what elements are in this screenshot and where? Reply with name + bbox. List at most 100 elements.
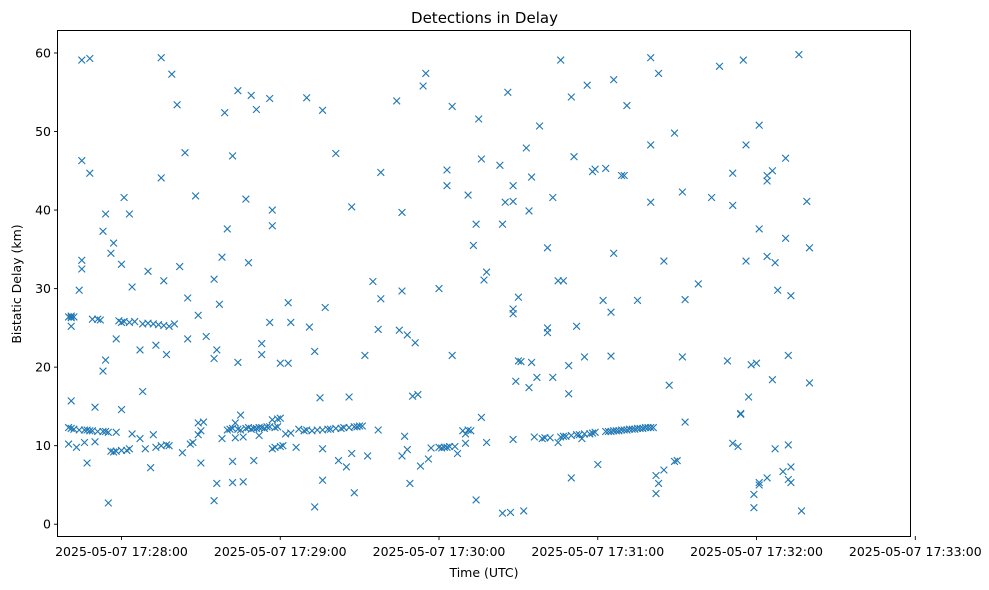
data-point-21 (86, 54, 94, 63)
data-point-344 (670, 457, 679, 466)
data-point-152 (273, 423, 282, 431)
data-point-311 (609, 75, 618, 84)
data-point-258 (514, 293, 523, 301)
data-point-387 (787, 291, 795, 300)
data-point-224 (443, 181, 451, 190)
data-point-339 (654, 479, 663, 488)
data-point-97 (197, 427, 205, 435)
axis-ticks: 2025-05-07 17:28:00 2025-05-07 17:29:00 20… (35, 45, 982, 559)
data-point-312 (609, 249, 618, 258)
data-point-151 (273, 415, 282, 423)
data-point-76 (160, 277, 168, 285)
data-point-373 (763, 177, 771, 185)
data-point-227 (448, 102, 456, 111)
data-point-106 (218, 253, 226, 261)
data-point-336 (652, 471, 660, 480)
data-point-7 (67, 424, 75, 433)
data-point-165 (302, 94, 311, 102)
data-point-218 (427, 444, 435, 452)
data-point-104 (213, 479, 221, 488)
data-point-23 (86, 427, 94, 435)
data-point-156 (279, 441, 287, 450)
data-point-236 (467, 427, 475, 435)
data-point-383 (781, 234, 790, 243)
data-point-229 (451, 442, 459, 451)
data-point-272 (543, 244, 552, 252)
data-point-347 (678, 353, 687, 361)
data-point-13 (78, 56, 86, 64)
data-point-142 (265, 94, 274, 103)
data-point-286 (564, 390, 573, 398)
data-point-261 (519, 507, 528, 515)
data-point-117 (231, 434, 240, 442)
data-point-207 (400, 432, 409, 441)
data-point-116 (231, 419, 240, 427)
data-point-78 (162, 350, 171, 359)
y-tick-label-4: 40 (35, 203, 51, 218)
data-point-197 (369, 277, 377, 286)
data-point-61 (136, 434, 144, 443)
data-point-19 (83, 459, 91, 467)
data-point-212 (411, 339, 419, 347)
data-point-31 (99, 227, 107, 236)
data-point-287 (567, 93, 576, 101)
data-point-378 (771, 258, 779, 267)
data-point-249 (501, 198, 509, 206)
data-point-154 (276, 442, 285, 451)
data-point-295 (580, 353, 589, 361)
data-point-101 (210, 354, 218, 363)
data-point-200 (377, 295, 385, 303)
y-tick-label-6: 60 (35, 45, 51, 60)
data-point-309 (607, 352, 615, 360)
data-point-73 (157, 53, 165, 62)
data-point-289 (567, 474, 576, 482)
data-point-102 (210, 496, 218, 505)
data-point-164 (300, 427, 308, 435)
y-tick-label-1: 10 (35, 438, 51, 453)
data-point-382 (781, 154, 790, 162)
data-point-368 (755, 225, 763, 233)
data-point-121 (236, 411, 245, 419)
data-point-180 (332, 149, 340, 158)
data-point-393 (805, 244, 814, 252)
data-point-276 (549, 193, 557, 202)
data-point-281 (556, 56, 565, 64)
data-point-266 (527, 358, 536, 367)
data-point-219 (435, 284, 443, 293)
y-axis-label: Bistatic Delay (km) (9, 224, 24, 343)
data-point-6 (67, 397, 75, 405)
data-point-201 (377, 168, 385, 177)
data-point-253 (509, 197, 517, 206)
data-point-318 (620, 171, 628, 180)
data-point-363 (744, 393, 753, 401)
x-tick-label-3: 2025-05-07 17:31:00 (531, 544, 664, 559)
data-point-153 (276, 359, 285, 367)
data-point-15 (78, 256, 86, 265)
data-point-267 (530, 433, 539, 441)
data-point-26 (91, 438, 99, 446)
data-point-155 (276, 414, 285, 422)
data-point-214 (416, 462, 425, 470)
data-point-346 (678, 188, 687, 196)
data-point-133 (252, 105, 261, 114)
data-point-175 (318, 445, 327, 453)
data-point-364 (747, 361, 755, 369)
data-point-376 (768, 167, 777, 175)
data-point-304 (599, 296, 607, 305)
data-point-129 (247, 91, 255, 100)
data-point-250 (504, 88, 512, 97)
data-point-358 (736, 409, 745, 418)
data-point-206 (398, 452, 406, 460)
data-point-341 (660, 466, 668, 474)
data-point-390 (795, 50, 803, 59)
data-point-60 (136, 346, 144, 354)
data-point-70 (152, 341, 160, 349)
data-point-30 (96, 316, 105, 324)
data-point-182 (334, 456, 343, 465)
data-point-232 (461, 430, 470, 438)
data-point-228 (448, 351, 456, 360)
data-point-301 (591, 165, 599, 173)
data-point-234 (464, 191, 472, 199)
data-point-297 (583, 81, 591, 89)
data-point-32 (99, 367, 107, 375)
